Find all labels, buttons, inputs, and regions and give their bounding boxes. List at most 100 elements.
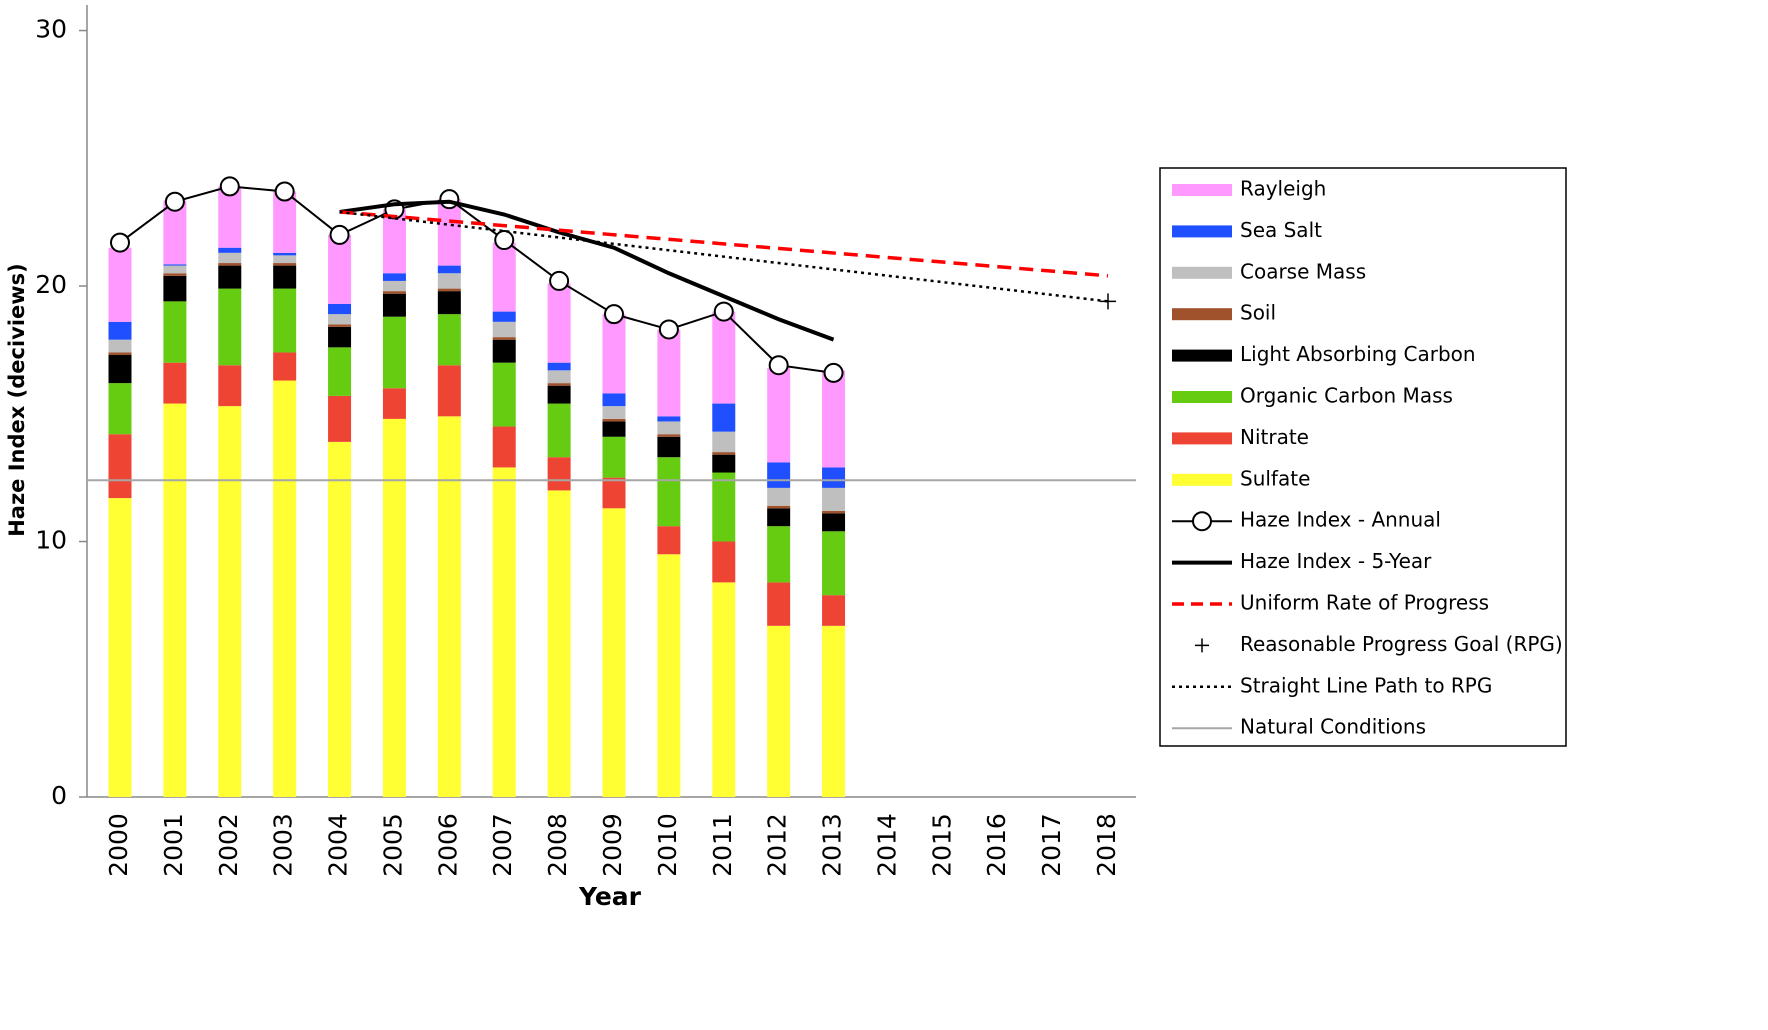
x-tick-label: 2002 (214, 813, 243, 877)
bar-segment (163, 362, 187, 404)
legend-swatch (1195, 638, 1209, 653)
bar-segment (657, 526, 681, 555)
y-axis-title: Haze Index (deciviews) (5, 263, 29, 537)
legend-swatch (1192, 511, 1212, 532)
x-tick-label: 2015 (927, 813, 956, 877)
annual-marker (219, 176, 240, 197)
annual-marker (549, 270, 570, 291)
x-tick-label: 2017 (1037, 813, 1066, 877)
bar-segment (273, 255, 297, 264)
bar-segment (712, 431, 736, 453)
bar-segment (273, 352, 297, 381)
bar-segment (273, 265, 297, 289)
bar-segment (328, 314, 352, 325)
bar-segment (712, 472, 736, 542)
bar-segment (822, 595, 846, 626)
y-tick-label: 10 (35, 526, 67, 555)
bar-segment (382, 293, 406, 317)
bar-segment (437, 416, 461, 797)
bar-segment (218, 247, 242, 253)
bar-segment (437, 265, 461, 274)
bar-segment (218, 288, 242, 366)
bar-segment (547, 385, 571, 404)
bar-segment (437, 288, 461, 292)
legend-box (1159, 167, 1567, 747)
x-tick-label: 2009 (598, 813, 627, 877)
legend-label: Rayleigh (1240, 177, 1326, 201)
bar-segment (492, 339, 516, 363)
legend-label: Haze Index - Annual (1240, 508, 1441, 532)
bar-segment (767, 526, 791, 583)
x-tick-label: 2011 (708, 813, 737, 877)
bar-segment (382, 418, 406, 797)
bar-segment (492, 426, 516, 468)
x-tick-label: 2012 (763, 813, 792, 877)
bar-segment (767, 625, 791, 797)
bar-segment (547, 490, 571, 797)
legend-label: Natural Conditions (1240, 715, 1426, 739)
x-tick-label: 2006 (433, 813, 462, 877)
annual-marker (110, 232, 130, 253)
bar-segment (218, 186, 242, 248)
bar-segment (492, 311, 516, 322)
bar-segment (273, 252, 297, 256)
bar-segment (767, 367, 791, 463)
bar-segment (108, 247, 132, 322)
bar-segment (712, 403, 736, 432)
bar-segment (328, 303, 352, 315)
bar-segment (657, 329, 681, 417)
bar-segment (328, 234, 352, 304)
bar-segment (712, 541, 736, 583)
bar-segment (163, 200, 187, 265)
x-tick-label: 2016 (982, 813, 1011, 877)
bar-segment (382, 209, 406, 274)
bar-segment (657, 554, 681, 797)
legend-label: Soil (1240, 301, 1276, 325)
x-tick-label: 2003 (269, 813, 298, 877)
x-axis-title: Year (578, 882, 642, 911)
x-tick-label: 2013 (818, 813, 847, 877)
y-tick-label: 30 (35, 15, 67, 44)
bar-segment (547, 362, 571, 371)
bar-segment (602, 418, 626, 422)
x-tick-label: 2008 (543, 813, 572, 877)
annual-marker (713, 301, 734, 322)
bar-segment (273, 191, 297, 253)
annual-marker (329, 224, 350, 245)
bar-segment (602, 393, 626, 407)
bar-segment (328, 326, 352, 348)
bar-segment (108, 355, 132, 384)
bar-segment (822, 370, 846, 468)
bar-segment (712, 452, 736, 455)
bar-segment (822, 625, 846, 797)
legend-label: Uniform Rate of Progress (1240, 591, 1489, 615)
legend-swatch (1172, 391, 1232, 403)
legend-label: Straight Line Path to RPG (1240, 673, 1492, 697)
legend-swatch (1172, 184, 1232, 196)
bar-segment (437, 365, 461, 417)
legend-swatch (1172, 225, 1232, 238)
bar-segment (492, 362, 516, 427)
legend-label: Organic Carbon Mass (1240, 384, 1453, 408)
bar-segment (163, 301, 187, 363)
bar-segment (108, 498, 132, 797)
bar-segment (822, 510, 846, 514)
bar-segment (108, 434, 132, 499)
bar-segment (382, 291, 406, 294)
bar-segment (657, 434, 681, 437)
annual-marker (439, 189, 460, 210)
x-tick-label: 2014 (872, 813, 901, 877)
x-tick-label: 2007 (488, 813, 517, 877)
legend-label: Sulfate (1240, 466, 1310, 490)
bar-segment (547, 283, 571, 363)
annual-marker (658, 319, 679, 340)
legend-swatch (1172, 349, 1232, 362)
bar-segment (382, 388, 406, 419)
bar-segment (767, 508, 791, 527)
bar-segment (328, 324, 352, 327)
bar-segment (273, 380, 297, 797)
legend-swatch (1172, 473, 1232, 486)
bar-segment (492, 337, 516, 340)
x-tick-label: 2004 (324, 813, 353, 877)
bar-segment (163, 275, 187, 302)
